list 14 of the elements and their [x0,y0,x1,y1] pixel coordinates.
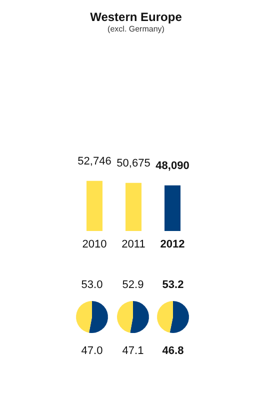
data-label: 50,675 [116,157,150,170]
x-tick-label: 2011 [122,238,146,250]
data-label: 46.8 [162,345,184,357]
chart-subtitle: (excl. Germany) [108,24,165,34]
data-label: 52,746 [78,155,112,168]
data-label: 52.9 [122,279,144,291]
chart-title: Western Europe [90,10,182,24]
data-label: 47.1 [122,345,144,357]
x-tick-label: 2012 [160,238,185,250]
data-label: 53.2 [162,279,184,291]
data-label: 53.0 [81,279,103,291]
x-tick-label: 2010 [82,238,107,250]
data-label: 48,090 [156,160,190,172]
data-label: 47.0 [81,345,103,357]
